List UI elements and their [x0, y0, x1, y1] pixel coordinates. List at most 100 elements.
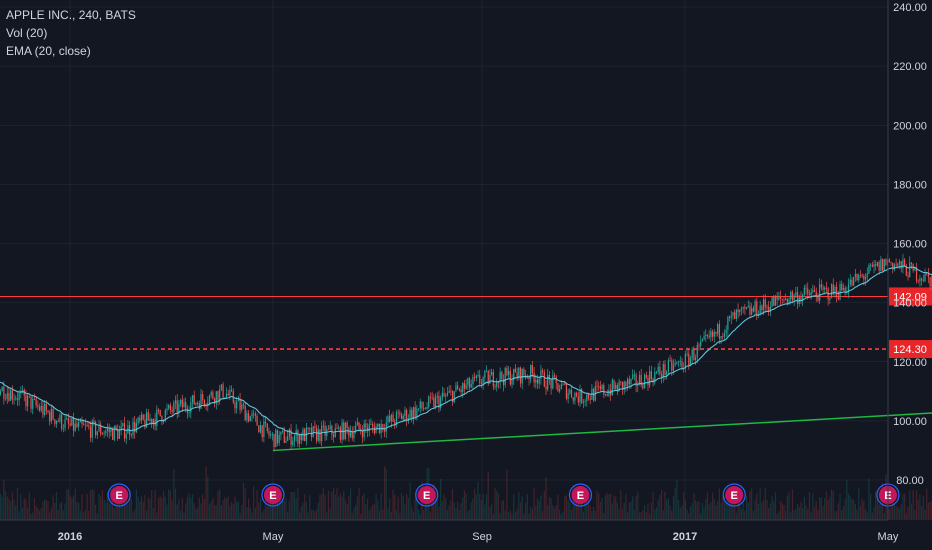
- volume-bar: [174, 488, 177, 520]
- candle-body: [907, 275, 909, 278]
- volume-bar: [766, 499, 768, 520]
- volume-bar: [83, 512, 85, 520]
- candle-body: [786, 298, 788, 304]
- trendline-group[interactable]: [272, 338, 932, 452]
- time-axis[interactable]: 2016MaySep2017MaySep2018MaySep2019MaySep: [0, 519, 932, 543]
- candle-body: [567, 393, 569, 399]
- volume-bar: [193, 503, 195, 520]
- candle-body: [213, 398, 216, 404]
- candle-body: [373, 426, 375, 434]
- volume-bar: [64, 503, 66, 520]
- volume-bar: [795, 509, 797, 520]
- support-trendline[interactable]: [272, 338, 932, 452]
- volume-bar: [582, 511, 585, 520]
- volume-bar: [287, 511, 289, 520]
- candle-body: [431, 397, 433, 399]
- candle-body: [810, 291, 812, 296]
- candle-body: [876, 262, 879, 266]
- volume-bar: [655, 507, 658, 520]
- volume-bar: [751, 488, 753, 520]
- candle-body: [813, 289, 816, 292]
- legend-symbol[interactable]: APPLE INC., 240, BATS: [6, 8, 136, 22]
- volume-bar: [761, 502, 763, 520]
- volume-bar: [559, 509, 561, 520]
- volume-bar: [169, 490, 172, 520]
- candle-body: [657, 366, 659, 372]
- volume-bar: [178, 498, 180, 520]
- volume-bar: [730, 497, 732, 520]
- legend-volume[interactable]: Vol (20): [6, 26, 48, 40]
- volume-bar: [440, 479, 442, 520]
- price-axis[interactable]: 80.00 100.00 120.00 140.00 160.00 180.00 200.0…: [887, 0, 927, 520]
- volume-bar: [157, 498, 160, 520]
- candle-body: [168, 405, 170, 409]
- earnings-marker[interactable]: [725, 486, 744, 504]
- volume-bar: [154, 489, 156, 520]
- volume-bar: [526, 494, 528, 520]
- volume-bar: [247, 498, 250, 520]
- candle-body: [604, 394, 607, 396]
- volume-bar: [497, 493, 500, 520]
- candle-body: [898, 261, 901, 264]
- volume-bar: [446, 510, 449, 520]
- candle-body: [134, 422, 136, 433]
- volume-bar: [28, 492, 30, 520]
- candle-body: [147, 412, 149, 421]
- candle-body: [343, 422, 345, 440]
- earnings-marker[interactable]: [110, 486, 129, 504]
- volume-bar: [543, 490, 545, 520]
- volume-bar: [139, 501, 141, 520]
- volume-bar: [540, 495, 542, 520]
- volume-bar: [168, 488, 170, 520]
- earnings-label: E: [116, 490, 123, 502]
- candle-body: [480, 383, 483, 384]
- volume-bar: [339, 492, 341, 520]
- legend-ema[interactable]: EMA (20, close): [6, 44, 91, 58]
- volume-bar: [125, 491, 127, 520]
- candle-body: [496, 381, 498, 387]
- candle-body: [751, 308, 753, 315]
- volume-bar: [485, 494, 488, 520]
- candle-body: [93, 421, 95, 422]
- volume-bar: [450, 500, 452, 520]
- candle-body: [727, 316, 729, 330]
- volume-bar: [188, 492, 190, 520]
- candle-body: [881, 259, 884, 271]
- candle-body: [151, 418, 153, 424]
- volume-bar: [397, 496, 399, 520]
- volume-bar: [550, 498, 552, 520]
- volume-bar: [640, 512, 642, 520]
- candle-body: [528, 376, 530, 380]
- horizontal-levels[interactable]: 142.09 124.30: [0, 287, 932, 359]
- candle-body: [416, 408, 418, 418]
- volume-bar: [353, 508, 355, 520]
- volume-bar: [164, 496, 166, 520]
- earnings-ring: [415, 483, 439, 507]
- candle-body: [560, 384, 562, 390]
- candle-body: [501, 372, 503, 380]
- candle-body: [630, 378, 632, 385]
- volume-bar: [40, 508, 42, 520]
- earnings-marker[interactable]: [263, 486, 282, 504]
- candle-body: [399, 412, 401, 415]
- volume-bar: [737, 488, 739, 520]
- volume-bar: [57, 509, 59, 520]
- earnings-marker[interactable]: [571, 486, 590, 504]
- volume-bar: [732, 496, 734, 520]
- earnings-marker[interactable]: [417, 486, 436, 504]
- candle-body: [579, 389, 581, 403]
- candle-body: [650, 371, 652, 379]
- earnings-label: E: [269, 490, 276, 502]
- volume-bar: [1, 496, 3, 520]
- volume-bar: [897, 506, 899, 520]
- volume-bar: [130, 498, 132, 520]
- candle-body: [276, 429, 279, 444]
- candle-body: [790, 292, 792, 300]
- candle-body: [123, 423, 126, 439]
- volume-bar: [834, 510, 836, 520]
- candle-body: [159, 409, 161, 416]
- volume-bar: [275, 493, 277, 520]
- volume-bar: [205, 466, 207, 520]
- volume-bar: [659, 494, 661, 520]
